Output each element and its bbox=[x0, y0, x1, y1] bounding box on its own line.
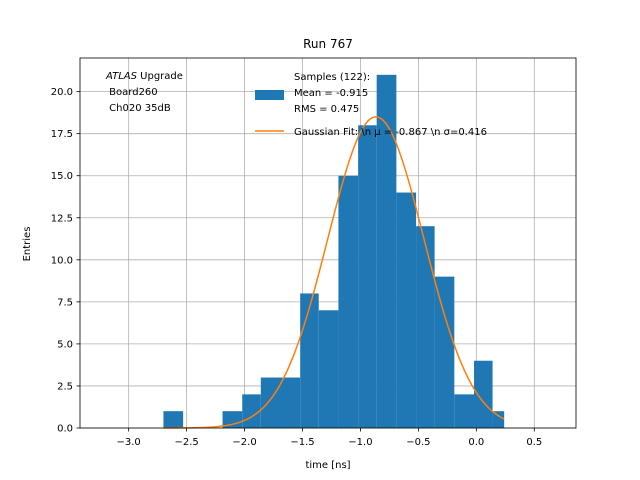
histogram-bar bbox=[300, 293, 319, 428]
atlas-annotation: ATLAS Upgrade Board260 Ch020 35dB bbox=[105, 71, 183, 114]
annotation-upgrade: Upgrade bbox=[137, 71, 183, 82]
y-tick-label: 7.5 bbox=[57, 297, 73, 308]
y-tick-label: 5.0 bbox=[57, 339, 73, 350]
y-tick-label: 20.0 bbox=[51, 87, 73, 98]
legend-fit-label: Gaussian Fit: \n μ = -0.867 \n σ=0.416 bbox=[294, 127, 487, 138]
x-tick-label: −2.5 bbox=[174, 437, 198, 448]
histogram-bar bbox=[222, 411, 243, 428]
histogram-bar bbox=[492, 411, 505, 428]
x-tick-label: −3.0 bbox=[117, 437, 141, 448]
annotation-atlas: ATLAS bbox=[105, 71, 138, 82]
histogram-bar bbox=[318, 310, 339, 428]
legend-samples-label: RMS = 0.475 bbox=[294, 104, 359, 115]
histogram-bar bbox=[396, 192, 417, 428]
histogram-bar bbox=[376, 74, 397, 429]
x-tick-label: 0.5 bbox=[526, 437, 542, 448]
plot-frame bbox=[79, 57, 577, 429]
chart-title: Run 767 bbox=[303, 37, 353, 51]
x-tick-label: 0.0 bbox=[468, 437, 484, 448]
histogram-bar bbox=[454, 394, 475, 428]
legend-samples-label: Samples (122): bbox=[294, 72, 370, 83]
y-tick-label: 10.0 bbox=[51, 255, 73, 266]
histogram-bars bbox=[163, 74, 505, 429]
y-tick-label: 12.5 bbox=[51, 213, 73, 224]
legend: Samples (122): Mean = -0.915 RMS = 0.475… bbox=[255, 72, 487, 138]
histogram-bar bbox=[434, 276, 455, 428]
y-tick-label: 0.0 bbox=[57, 424, 73, 435]
histogram-bar bbox=[416, 226, 435, 428]
legend-samples-label: Mean = -0.915 bbox=[294, 88, 368, 99]
gaussian-fit-curve bbox=[163, 116, 505, 429]
histogram-bar bbox=[338, 175, 359, 428]
x-tick-label: −1.0 bbox=[348, 437, 372, 448]
annotation-line-3: Ch020 35dB bbox=[106, 103, 171, 114]
x-tick-label: −0.5 bbox=[406, 437, 430, 448]
y-axis-label: Entries bbox=[22, 227, 33, 262]
legend-samples-patch bbox=[255, 90, 284, 100]
histogram-bar bbox=[242, 394, 261, 428]
y-tick-label: 2.5 bbox=[57, 381, 73, 392]
annotation-line-1: ATLAS Upgrade bbox=[105, 71, 183, 82]
axis-ticks: −3.0 −2.5 −2.0 −1.5 −1.0 −0.5 0.0 0.5 0.0 2.5 5.0 7… bbox=[51, 87, 542, 448]
histogram-bar bbox=[163, 411, 184, 428]
histogram-bar bbox=[280, 377, 301, 428]
x-tick-label: −2.0 bbox=[232, 437, 256, 448]
histogram-bar bbox=[474, 360, 493, 428]
histogram-bar bbox=[260, 377, 281, 428]
y-tick-label: 17.5 bbox=[51, 129, 73, 140]
x-axis-label: time [ns] bbox=[305, 460, 350, 471]
histogram-bar bbox=[358, 125, 377, 428]
y-tick-label: 15.0 bbox=[51, 171, 73, 182]
x-tick-label: −1.5 bbox=[290, 437, 314, 448]
annotation-line-2: Board260 bbox=[106, 87, 158, 98]
